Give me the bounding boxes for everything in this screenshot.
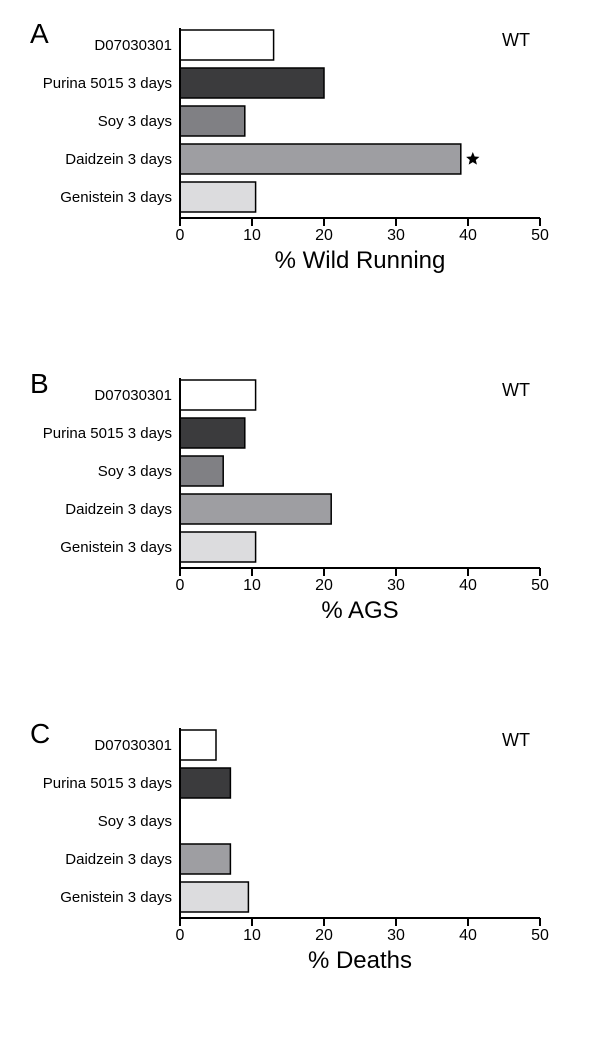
x-tick-label: 50 <box>531 927 549 944</box>
category-label: Daidzein 3 days <box>65 851 172 868</box>
category-label: D07030301 <box>94 387 172 404</box>
category-label: Soy 3 days <box>98 113 172 130</box>
bar <box>180 30 274 60</box>
x-tick-label: 10 <box>243 227 261 244</box>
x-tick-label: 50 <box>531 577 549 594</box>
bar <box>180 456 223 486</box>
x-tick-label: 10 <box>243 927 261 944</box>
panel-b: B WT D07030301 Purina 5015 3 days Soy 3 days… <box>0 360 590 640</box>
bar <box>180 106 245 136</box>
category-label: D07030301 <box>94 37 172 54</box>
x-tick-label: 30 <box>387 577 405 594</box>
category-label: Genistein 3 days <box>60 889 172 906</box>
bar <box>180 532 256 562</box>
category-label: Soy 3 days <box>98 813 172 830</box>
x-tick-label: 20 <box>315 227 333 244</box>
x-axis-title: % Deaths <box>308 947 412 974</box>
x-axis-title: % Wild Running <box>275 247 446 274</box>
category-label: Genistein 3 days <box>60 189 172 206</box>
bar <box>180 882 248 912</box>
x-tick-label: 10 <box>243 577 261 594</box>
panel-letter: A <box>30 18 49 50</box>
x-tick-label: 50 <box>531 227 549 244</box>
panel-c: C WT D07030301 Purina 5015 3 days Soy 3 days… <box>0 710 590 990</box>
panel-letter: B <box>30 368 49 400</box>
category-label: Daidzein 3 days <box>65 151 172 168</box>
x-tick-label: 0 <box>176 927 185 944</box>
x-tick-label: 20 <box>315 927 333 944</box>
bar <box>180 418 245 448</box>
bar <box>180 730 216 760</box>
category-label: Soy 3 days <box>98 463 172 480</box>
corner-label: WT <box>502 30 530 51</box>
x-tick-label: 30 <box>387 927 405 944</box>
bar <box>180 380 256 410</box>
corner-label: WT <box>502 380 530 401</box>
bar <box>180 494 331 524</box>
bar-chart: D07030301 Purina 5015 3 days Soy 3 days Dai… <box>0 360 590 640</box>
bar-chart: D07030301 Purina 5015 3 days Soy 3 days Dai… <box>0 710 590 990</box>
x-tick-label: 30 <box>387 227 405 244</box>
category-label: Purina 5015 3 days <box>43 75 172 92</box>
bar <box>180 144 461 174</box>
category-label: Daidzein 3 days <box>65 501 172 518</box>
category-label: Purina 5015 3 days <box>43 775 172 792</box>
category-label: Genistein 3 days <box>60 539 172 556</box>
bar <box>180 844 230 874</box>
x-axis-title: % AGS <box>321 597 398 624</box>
bar <box>180 182 256 212</box>
x-tick-label: 0 <box>176 577 185 594</box>
corner-label: WT <box>502 730 530 751</box>
x-tick-label: 40 <box>459 927 477 944</box>
category-label: D07030301 <box>94 737 172 754</box>
x-tick-label: 40 <box>459 577 477 594</box>
panel-letter: C <box>30 718 50 750</box>
category-label: Purina 5015 3 days <box>43 425 172 442</box>
x-tick-label: 20 <box>315 577 333 594</box>
x-tick-label: 40 <box>459 227 477 244</box>
bar <box>180 768 230 798</box>
x-tick-label: 0 <box>176 227 185 244</box>
bar <box>180 68 324 98</box>
bar-chart: D07030301 Purina 5015 3 days Soy 3 days Dai… <box>0 10 590 290</box>
panel-a: A WT D07030301 Purina 5015 3 days Soy 3 days… <box>0 10 590 290</box>
star-icon <box>466 152 479 165</box>
